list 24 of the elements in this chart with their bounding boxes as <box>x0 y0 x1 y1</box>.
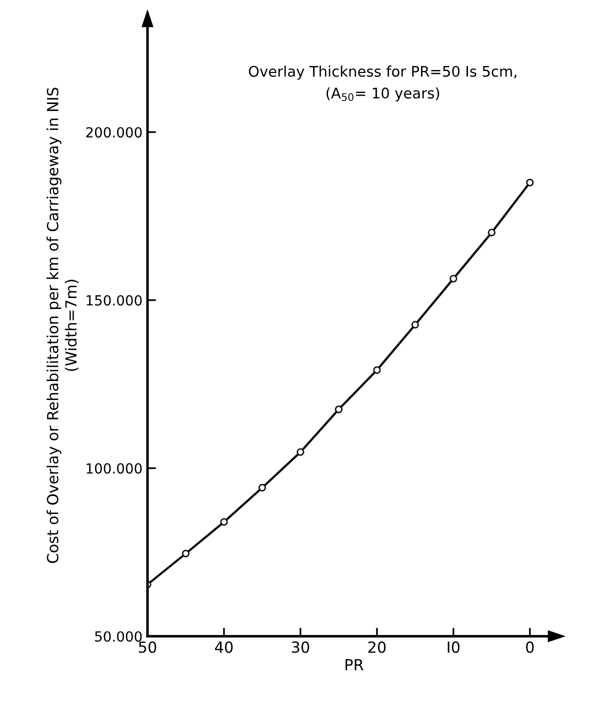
text: (A$_{50}$= 10 years) <box>326 87 440 102</box>
point <box>182 550 190 558</box>
y-tick-label: 50.000 <box>95 631 142 642</box>
x-tick-label: 0 <box>526 641 534 653</box>
y-axis-title: Cost of Overlay or Rehabilitation per km of Carriageway in NIS (Width=7m) <box>46 88 78 564</box>
point <box>296 448 304 456</box>
point <box>334 406 343 414</box>
text: Overlay Thickness for PR=50 Is 5cm, <box>248 66 516 80</box>
x-tick-label: I0 <box>448 641 460 653</box>
point <box>411 320 420 328</box>
y-tick-label: 150.000 <box>86 295 142 306</box>
x-tick-label: 20 <box>368 641 386 653</box>
y-tick-label: 100.000 <box>86 463 142 474</box>
point <box>220 518 228 526</box>
x-tick-label: 30 <box>292 641 310 653</box>
point <box>488 228 496 236</box>
x-tick-label: 40 <box>215 641 233 653</box>
x-tick-label: 50 <box>138 641 156 653</box>
point <box>258 484 266 492</box>
x-axis-title: PR <box>346 659 364 670</box>
y-tick-label: 200.000 <box>86 127 142 138</box>
point <box>450 274 458 282</box>
point <box>526 178 534 186</box>
point <box>373 366 381 374</box>
